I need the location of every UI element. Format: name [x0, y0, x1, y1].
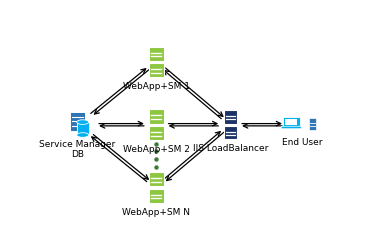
Ellipse shape — [77, 133, 89, 137]
Bar — [285, 119, 297, 125]
Bar — [149, 63, 164, 77]
Bar — [149, 172, 164, 186]
Bar — [70, 112, 85, 131]
Bar — [149, 189, 164, 203]
Bar — [224, 110, 237, 124]
Bar — [224, 126, 237, 140]
Text: WebApp+SM 1: WebApp+SM 1 — [123, 82, 190, 91]
Text: Service Manager
DB: Service Manager DB — [39, 140, 115, 159]
Text: WebApp+SM N: WebApp+SM N — [122, 208, 190, 217]
Bar — [149, 126, 164, 140]
Text: IIS LoadBalancer: IIS LoadBalancer — [193, 144, 268, 153]
Ellipse shape — [77, 120, 89, 124]
Bar — [283, 117, 300, 127]
Bar — [77, 122, 89, 135]
Bar — [309, 119, 315, 130]
Bar — [149, 109, 164, 124]
Text: End User: End User — [282, 138, 323, 147]
Text: WebApp+SM 2: WebApp+SM 2 — [123, 145, 190, 154]
Bar — [149, 47, 164, 61]
FancyBboxPatch shape — [281, 126, 301, 129]
